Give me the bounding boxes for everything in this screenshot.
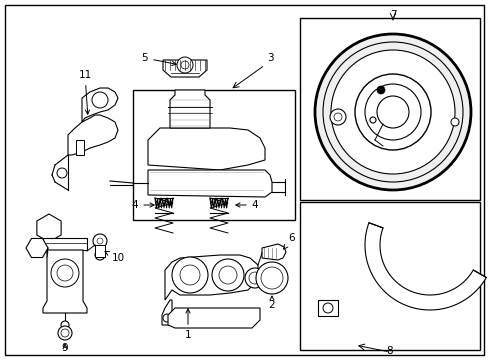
Circle shape [369,117,375,123]
Polygon shape [148,170,271,197]
Polygon shape [168,308,260,328]
Circle shape [57,168,67,178]
Circle shape [163,314,171,322]
Polygon shape [164,255,258,300]
Circle shape [329,109,346,125]
Polygon shape [82,88,118,122]
Polygon shape [68,115,118,155]
Text: 8: 8 [386,346,392,356]
Circle shape [450,118,458,126]
Circle shape [212,259,244,291]
Polygon shape [37,214,61,242]
Polygon shape [262,244,285,260]
Bar [299,202,479,350]
Bar [317,300,337,316]
Circle shape [323,303,332,313]
Text: 4: 4 [235,200,258,210]
Polygon shape [162,300,172,325]
Bar [299,18,479,200]
Circle shape [93,234,107,248]
Circle shape [364,84,420,140]
Circle shape [95,250,105,260]
Circle shape [376,86,384,94]
Bar [43,238,87,250]
Polygon shape [148,128,264,170]
Polygon shape [364,223,485,310]
Text: 9: 9 [61,343,68,353]
Circle shape [172,257,207,293]
Polygon shape [26,238,48,257]
Text: 11: 11 [78,70,91,114]
Text: 5: 5 [142,53,176,66]
Text: 2: 2 [268,296,275,310]
Circle shape [219,266,237,284]
Bar [133,90,294,220]
Circle shape [58,326,72,340]
Circle shape [97,238,103,244]
Circle shape [354,74,430,150]
Circle shape [181,61,189,69]
Circle shape [330,50,454,174]
Circle shape [248,272,261,284]
Text: 1: 1 [184,309,191,340]
Circle shape [51,259,79,287]
Text: 10: 10 [105,252,124,263]
Text: 4: 4 [131,200,154,210]
Bar [95,245,105,257]
Text: 6: 6 [283,233,295,249]
Circle shape [180,265,200,285]
Circle shape [57,265,73,281]
Circle shape [256,262,287,294]
Text: 7: 7 [389,10,395,20]
Circle shape [261,267,283,289]
Text: 3: 3 [266,53,273,63]
Circle shape [177,57,193,73]
Circle shape [92,92,108,108]
Circle shape [314,34,470,190]
Circle shape [333,113,341,121]
Polygon shape [43,250,87,313]
Circle shape [61,329,69,337]
Circle shape [376,96,408,128]
Polygon shape [170,90,209,128]
Bar [76,140,84,155]
Circle shape [244,268,264,288]
Circle shape [323,42,462,182]
Circle shape [61,321,69,329]
Polygon shape [163,60,206,77]
